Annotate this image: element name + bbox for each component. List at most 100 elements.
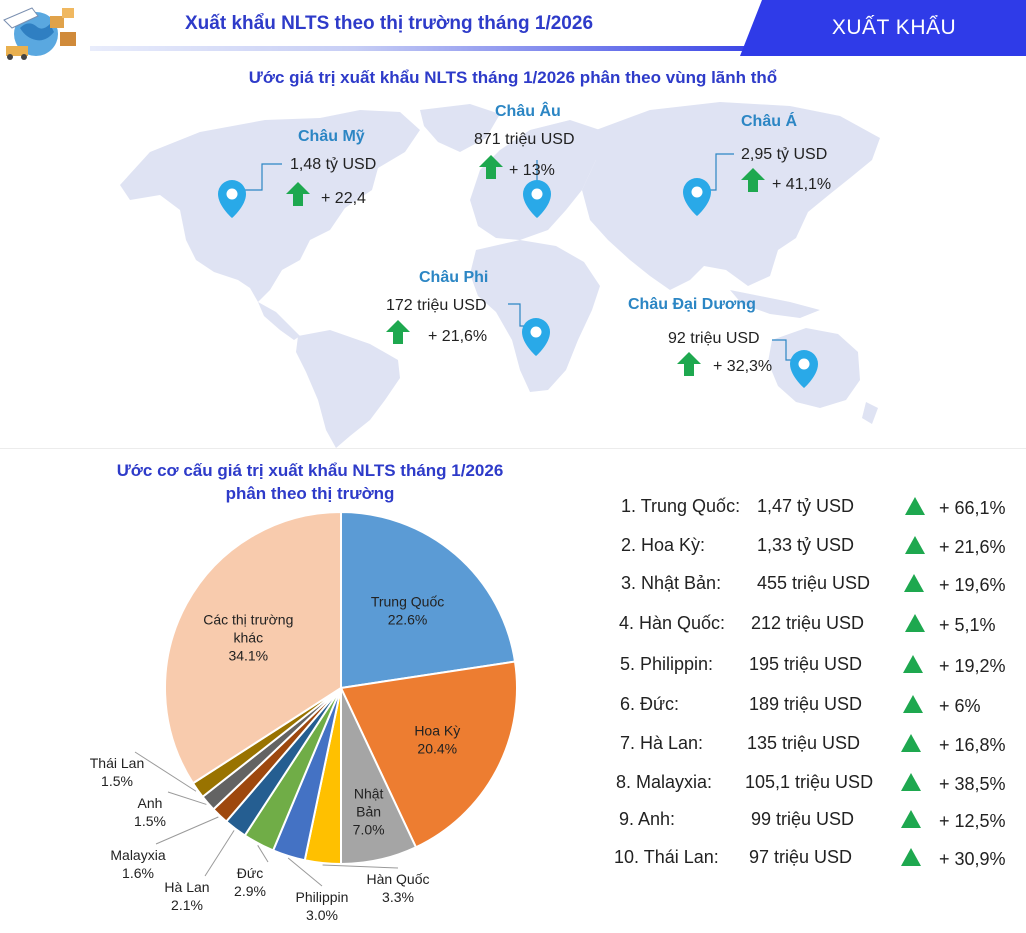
leader-line-america xyxy=(232,163,282,191)
up-triangle-icon xyxy=(903,695,923,713)
asia-shape xyxy=(582,102,880,290)
ranking-row: 1. Trung Quốc: 1,47 tỷ USD + 66,1% xyxy=(0,496,1026,522)
up-triangle-icon xyxy=(903,655,923,673)
ranking-market-name: 9. Anh: xyxy=(619,809,676,829)
region-name-america: Châu Mỹ xyxy=(298,128,365,145)
ranking-growth-rate: + 16,8% xyxy=(939,735,1006,755)
category-badge-label: XUẤT KHẨU xyxy=(831,16,957,39)
location-pin-icon-africa xyxy=(522,318,550,356)
ranking-growth-rate: + 19,6% xyxy=(939,575,1006,595)
region-value-asia: 2,95 tỷ USD xyxy=(741,146,828,163)
pie-slice-label-4: Hàn Quốc 3.3% xyxy=(366,871,429,905)
pie-slice-label-2: Hoa Kỳ 20.4% xyxy=(414,722,460,756)
ranking-growth-rate: + 21,6% xyxy=(939,537,1006,557)
ranking-row: 8. Malayxia: 105,1 triệu USD + 38,5% xyxy=(0,772,1026,798)
region-name-europe: Châu Âu xyxy=(495,103,561,120)
up-triangle-icon xyxy=(905,614,925,632)
world-map-landmass xyxy=(120,102,880,448)
location-pin-icon-oceania xyxy=(790,350,818,388)
world-map xyxy=(120,102,880,448)
up-triangle-icon xyxy=(901,848,921,866)
pie-slice-label-3: Nhật Bản 7.0% xyxy=(353,786,385,838)
ranking-growth-rate: + 38,5% xyxy=(939,774,1006,794)
ranking-growth-rate: + 5,1% xyxy=(939,615,996,635)
pie-slice-label-11: Các thị trường khác 34.1% xyxy=(203,611,293,663)
region-growth-america: + 22,4 xyxy=(321,190,366,207)
up-triangle-icon xyxy=(905,536,925,554)
ranking-market-name: 8. Malayxia: xyxy=(616,772,713,792)
pie-leader-line-7 xyxy=(204,830,235,877)
ranking-market-value: 135 triệu USD xyxy=(747,733,861,753)
ranking-market-name: 1. Trung Quốc: xyxy=(621,496,741,516)
region-name-asia: Châu Á xyxy=(741,113,797,130)
pie-slice-label-1: Trung Quốc 22.6% xyxy=(371,594,444,628)
region-value-america: 1,48 tỷ USD xyxy=(290,156,377,173)
greenland-shape xyxy=(420,104,500,152)
up-triangle-icon xyxy=(901,773,921,791)
new-zealand-shape xyxy=(862,402,878,424)
region-growth-oceania: + 32,3% xyxy=(713,358,773,375)
up-arrow-icon-oceania xyxy=(677,352,701,376)
ranking-market-name: 6. Đức: xyxy=(620,694,680,714)
market-share-pie-chart: Trung Quốc 22.6% Hoa Kỳ 20.4% Nhật Bản 7.0% Hàn… xyxy=(90,510,518,923)
ranking-market-value: 99 triệu USD xyxy=(751,809,855,829)
ranking-row: 7. Hà Lan: 135 triệu USD + 16,8% xyxy=(0,733,1026,759)
ranking-market-name: 7. Hà Lan: xyxy=(620,733,704,753)
pie-leader-line-10 xyxy=(134,751,197,792)
up-arrow-icon-america xyxy=(286,182,310,206)
pie-leader-line-6 xyxy=(257,845,269,863)
ranking-row: 3. Nhật Bản: 455 triệu USD + 19,6% xyxy=(0,573,1026,599)
region-growth-asia: + 41,1% xyxy=(772,176,832,193)
ranking-row: 9. Anh: 99 triệu USD + 12,5% xyxy=(0,809,1026,835)
header-underline xyxy=(90,46,750,51)
africa-shape xyxy=(470,240,600,392)
ranking-market-name: 4. Hàn Quốc: xyxy=(619,613,726,633)
up-arrow-icon-asia xyxy=(741,168,765,192)
region-value-africa: 172 triệu USD xyxy=(386,297,487,314)
location-pin-icon-asia xyxy=(683,178,711,216)
north-america-shape xyxy=(120,110,420,302)
page-title: Xuất khẩu NLTS theo thị trường tháng 1/2… xyxy=(185,13,594,34)
central-america-shape xyxy=(258,302,300,340)
pie-slice-2 xyxy=(339,660,518,849)
up-triangle-icon xyxy=(904,574,924,592)
pie-slice-1 xyxy=(340,510,517,690)
category-badge: XUẤT KHẨU xyxy=(740,0,1026,56)
pie-chart-title-line-1: Ước cơ cấu giá trị xuất khẩu NLTS tháng … xyxy=(116,461,504,480)
pie-leader-line-8 xyxy=(155,816,219,845)
ranking-growth-rate: + 12,5% xyxy=(939,811,1006,831)
ranking-market-value: 455 triệu USD xyxy=(757,573,871,593)
pie-leader-line-4 xyxy=(322,864,399,869)
export-logo-icon xyxy=(3,7,76,60)
up-arrow-icon-europe xyxy=(479,155,503,179)
region-value-europe: 871 triệu USD xyxy=(474,131,575,148)
map-pins xyxy=(218,178,818,388)
ranking-market-value: 212 triệu USD xyxy=(751,613,865,633)
ranking-market-value: 1,47 tỷ USD xyxy=(757,496,855,516)
pie-leader-line-5 xyxy=(287,857,323,887)
ranking-row: 4. Hàn Quốc: 212 triệu USD + 5,1% xyxy=(0,613,1026,639)
region-growth-europe: + 13% xyxy=(509,162,555,179)
ranking-market-name: 5. Philippin: xyxy=(620,654,714,674)
ranking-market-name: 10. Thái Lan: xyxy=(614,847,719,867)
up-arrow-icon-africa xyxy=(386,320,410,344)
region-value-oceania: 92 triệu USD xyxy=(668,330,760,347)
ranking-row: 10. Thái Lan: 97 triệu USD + 30,9% xyxy=(0,847,1026,873)
pie-chart-title-line-2: phân theo thị trường xyxy=(225,484,395,503)
ranking-row: 5. Philippin: 195 triệu USD + 19,2% xyxy=(0,654,1026,680)
pie-slice-11 xyxy=(164,510,342,785)
section-divider xyxy=(0,448,1026,449)
south-america-shape xyxy=(296,330,400,448)
location-pin-icon-europe xyxy=(523,180,551,218)
ranking-growth-rate: + 19,2% xyxy=(939,656,1006,676)
ranking-market-value: 1,33 tỷ USD xyxy=(757,535,855,555)
ranking-growth-rate: + 30,9% xyxy=(939,849,1006,869)
ranking-market-value: 105,1 triệu USD xyxy=(745,772,874,792)
ranking-market-value: 97 triệu USD xyxy=(749,847,853,867)
pie-chart-title: Ước cơ cấu giá trị xuất khẩu NLTS tháng … xyxy=(60,459,560,505)
up-triangle-icon xyxy=(905,497,925,515)
region-name-africa: Châu Phi xyxy=(419,269,489,286)
ranking-growth-rate: + 6% xyxy=(939,696,981,716)
pie-leader-line-9 xyxy=(167,791,207,805)
region-name-oceania: Châu Đại Dương xyxy=(628,296,756,313)
